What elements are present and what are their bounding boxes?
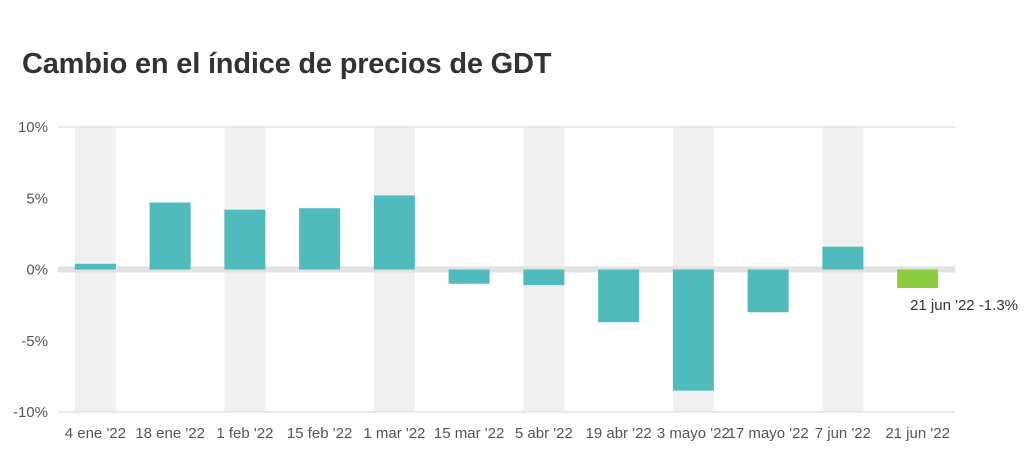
x-tick-label: 15 mar '22: [434, 425, 504, 442]
bars: [74, 195, 939, 391]
x-tick-label: 15 feb '22: [287, 425, 352, 442]
bar-7: [598, 269, 640, 323]
bar-0: [74, 263, 116, 270]
bar-9: [747, 269, 789, 313]
bar-11: [897, 269, 939, 289]
x-tick-label: 18 ene '22: [135, 425, 205, 442]
y-tick-label: -5%: [21, 333, 48, 350]
bar-6: [523, 269, 565, 286]
annotations: 21 jun '22 -1.3%: [910, 297, 1018, 314]
x-axis-tick-labels: 4 ene '22 18 ene '22 1 feb '22 15 feb '22 1 …: [65, 425, 950, 442]
bar-4: [373, 195, 415, 270]
bar-8: [672, 269, 714, 391]
highlight-annotation: 21 jun '22 -1.3%: [910, 297, 1018, 314]
y-tick-label: 0%: [26, 262, 48, 279]
bar-1: [149, 202, 191, 270]
chart-title: Cambio en el índice de precios de GDT: [22, 48, 552, 80]
x-tick-label: 19 abr '22: [586, 425, 652, 442]
x-tick-label: 17 mayo '22: [728, 425, 809, 442]
bar-5: [448, 269, 490, 284]
bar-10: [822, 246, 864, 270]
x-tick-label: 7 jun '22: [815, 425, 871, 442]
bar-3: [299, 208, 341, 270]
y-tick-label: -10%: [13, 404, 48, 421]
x-tick-label: 4 ene '22: [65, 425, 126, 442]
x-tick-label: 1 feb '22: [216, 425, 273, 442]
zero-baseline: [58, 126, 955, 413]
x-tick-label: 3 mayo '22: [657, 425, 730, 442]
x-tick-label: 21 jun '22: [885, 425, 950, 442]
y-axis-tick-labels: 10% 5% 0% -5% -10%: [13, 119, 48, 421]
y-tick-label: 10%: [18, 119, 48, 136]
y-tick-label: 5%: [26, 190, 48, 207]
x-tick-label: 1 mar '22: [363, 425, 425, 442]
zero-line: [58, 266, 955, 273]
x-tick-label: 5 abr '22: [515, 425, 573, 442]
bar-2: [224, 209, 266, 270]
